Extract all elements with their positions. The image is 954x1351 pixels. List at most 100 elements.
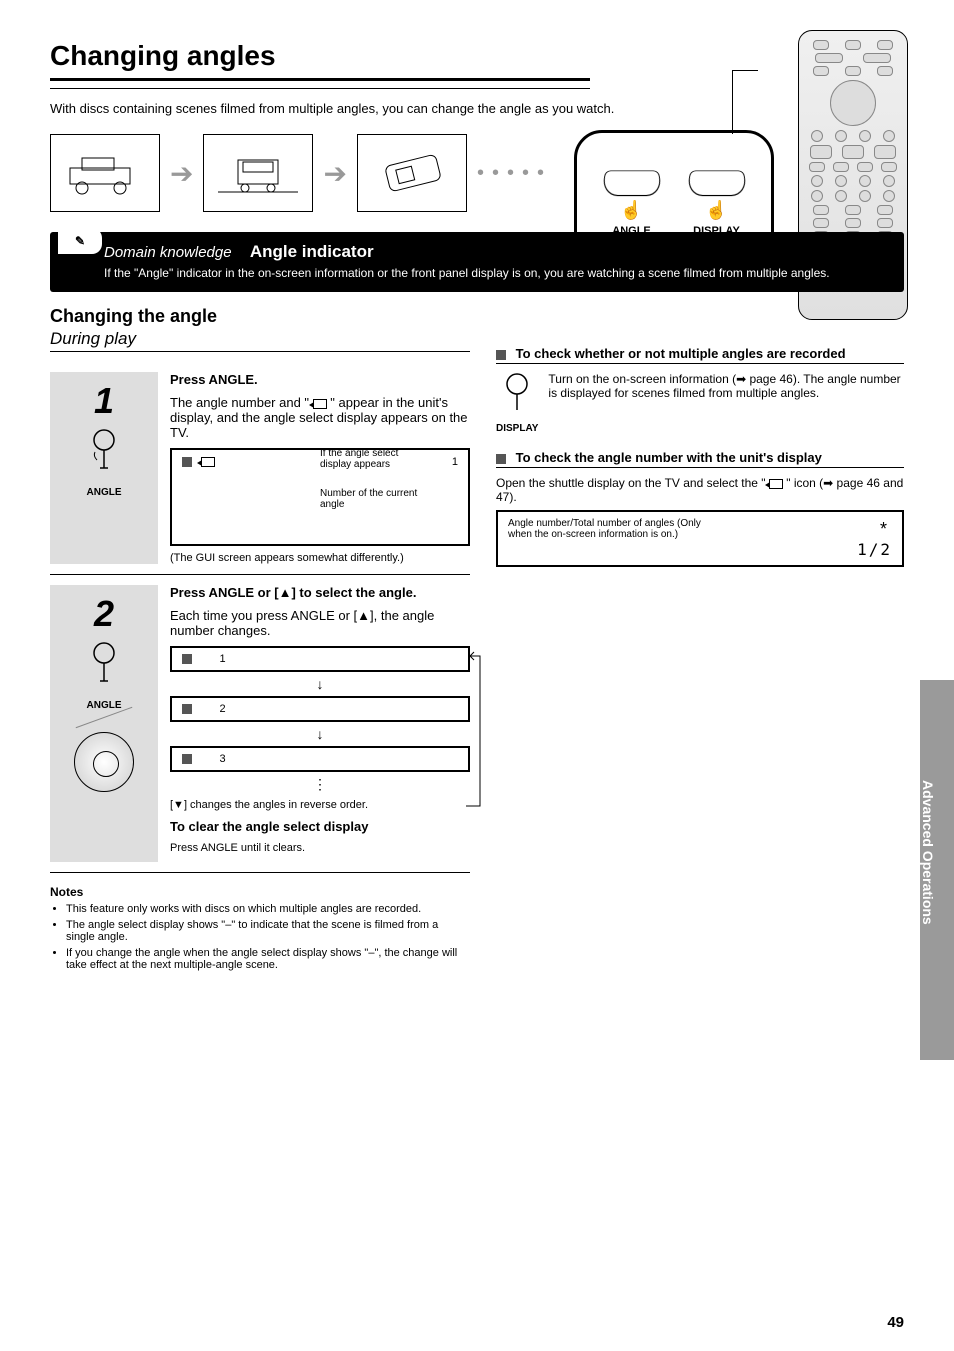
step-2-text-a: Each time you press ANGLE or [ [170,608,357,623]
camera-icon [313,399,327,409]
left-subheading: During play [50,329,470,352]
remote-generic-button [815,53,843,63]
knowledge-title: Angle indicator [250,242,374,261]
left-heading: Changing the angle [50,306,470,327]
angle-sequence: ➔ ➔ ••••• [50,134,904,212]
rblock1-title: To check whether or not multiple angles … [496,346,904,364]
step-1-body: Press ANGLE. The angle number and " " ap… [158,372,470,564]
remote-generic-button [883,130,895,142]
square-icon [182,654,192,664]
remote-generic-button [877,218,893,228]
rblock1-content: DISPLAY Turn on the on-screen informatio… [496,372,904,434]
car-frame-1 [50,134,160,212]
remote-generic-button [845,218,861,228]
remote-generic-button [813,40,829,50]
rblock2-title-text: To check the angle number with the unit'… [516,450,822,465]
rblock1-body: Turn on the on-screen information (➡ pag… [548,372,904,400]
step-number: 2 [94,593,114,635]
arrow-right-icon: ➔ [323,157,346,190]
remote-generic-button [845,40,861,50]
remote-generic-button [811,190,823,202]
pencil-icon: ✎ [58,228,102,254]
remote-play-icon [842,145,864,159]
remote-dpad-icon [830,80,876,126]
remote-generic-button [883,175,895,187]
remote-generic-button [883,190,895,202]
remote-generic-button [833,162,849,172]
press-finger-icon: ☝ [705,200,727,221]
rblock1-title-text: To check whether or not multiple angles … [516,346,846,361]
chain-value: 3 [220,753,226,765]
unit-display-caption: Angle number/Total number of angles (Onl… [508,518,708,540]
remote-generic-button [863,53,891,63]
notes-section: Notes This feature only works with discs… [50,885,470,971]
step-2-tail-note: [▼] changes the angles in reverse order. [170,799,470,811]
remote-generic-button [809,162,825,172]
angle-chain: 1 ↓ 2 ↓ 3 ⋮ [170,646,470,793]
step-2-action: Press ANGLE or [▲] to select the angle. [170,585,416,600]
car-side-icon [60,148,150,198]
square-icon [182,704,192,714]
chain-box-1: 1 [170,646,470,672]
remote-generic-button [813,66,829,76]
remote-generic-button [810,145,832,159]
unit-display-box: Angle number/Total number of angles (Onl… [496,510,904,567]
knowledge-tag: Domain knowledge [104,244,232,261]
remote-generic-button [845,205,861,215]
remote-generic-button [811,130,823,142]
to-clear-head: To clear the angle select display [170,819,368,834]
to-clear-body: Press ANGLE until it clears. [170,842,470,854]
square-bullet-icon [496,350,506,360]
left-column: Changing the angle During play 1 ANGLE P… [50,306,470,975]
display-angle-number: 1 [452,456,458,468]
display-label: If the angle select display appears [320,448,430,470]
intro-text: With discs containing scenes filmed from… [50,101,904,116]
camera-icon [769,479,783,489]
rblock2-title: To check the angle number with the unit'… [496,450,904,468]
remote-generic-button [859,190,871,202]
step-1-button-label: ANGLE [87,487,122,498]
down-arrow-icon: ⋮ [170,776,470,793]
angle-indicator-icon [880,523,892,535]
loop-arrow-icon [464,650,484,810]
square-icon [182,457,192,467]
remote-generic-button [874,145,896,159]
remote-generic-button [811,175,823,187]
note-item: The angle select display shows "–" to in… [66,919,470,943]
domain-knowledge-box: ✎ Domain knowledge Angle indicator If th… [50,232,904,292]
car-frame-2 [203,134,313,212]
camera-icon [201,457,215,467]
display-button-shape [684,170,748,196]
step-1-text-a: The angle number and " [170,395,309,410]
step-1-action: Press ANGLE. [170,372,258,387]
chain-box-2: 2 [170,696,470,722]
chain-value: 2 [220,703,226,715]
remote-generic-button [859,175,871,187]
leader-line [732,70,758,71]
page-number: 49 [887,1314,904,1331]
note-item: If you change the angle when the angle s… [66,947,470,971]
note-item: This feature only works with discs on wh… [66,903,470,915]
step-2-left: 2 ANGLE [50,585,158,862]
remote-generic-button [877,205,893,215]
step-2-button-label: ANGLE [87,700,122,711]
notes-title: Notes [50,885,470,899]
section-title: Changing angles [50,40,590,81]
square-icon [182,754,192,764]
remote-generic-button [813,205,829,215]
remote-generic-button [835,175,847,187]
remote-generic-button [845,66,861,76]
rblock2-content: Open the shuttle display on the TV and s… [496,476,904,567]
remote-generic-button [813,218,829,228]
remote-generic-button [859,130,871,142]
step-number: 1 [94,380,114,422]
chapter-side-tab: Advanced Operations [920,680,954,1060]
remote-generic-button [835,130,847,142]
remote-generic-button [835,190,847,202]
square-bullet-icon [496,454,506,464]
right-column: To check whether or not multiple angles … [496,306,904,975]
display-button-group: ☝ DISPLAY [688,168,746,237]
press-hand-icon [83,641,125,694]
car-top-icon [367,148,457,198]
chain-box-3: 3 [170,746,470,772]
